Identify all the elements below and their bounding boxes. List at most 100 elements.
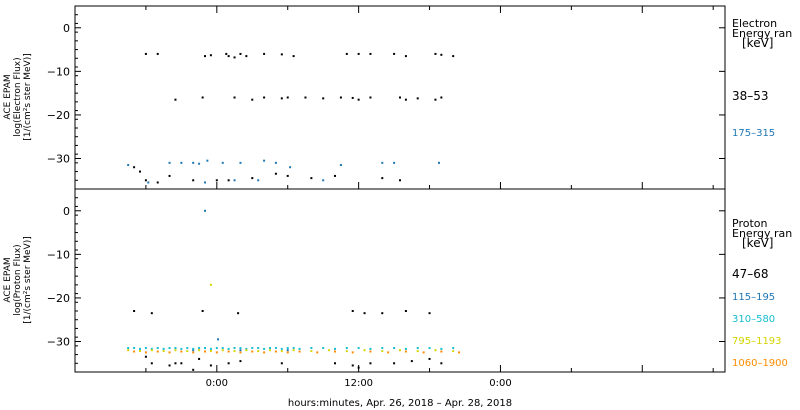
data-point bbox=[280, 97, 283, 100]
data-point bbox=[221, 161, 224, 164]
data-point bbox=[357, 52, 360, 55]
data-point bbox=[133, 310, 136, 312]
data-point bbox=[339, 96, 342, 99]
data-point bbox=[144, 347, 147, 350]
legend-title-line: Energy ran bbox=[732, 227, 792, 240]
data-point bbox=[286, 347, 289, 350]
data-point bbox=[345, 350, 348, 353]
data-point bbox=[162, 350, 165, 353]
data-point bbox=[345, 347, 348, 350]
data-point bbox=[322, 97, 325, 100]
data-point bbox=[144, 179, 147, 182]
data-point bbox=[357, 347, 360, 350]
data-point bbox=[292, 55, 295, 58]
electron-y-axis: 0 −10 −20 −30 bbox=[47, 5, 725, 190]
data-point bbox=[180, 347, 183, 350]
time-x-axis: 0:00 12:00 0:00 bbox=[145, 6, 714, 389]
data-point bbox=[156, 181, 159, 184]
data-point bbox=[156, 347, 159, 350]
data-point bbox=[316, 351, 319, 354]
data-point bbox=[239, 349, 242, 352]
legend-entry: 175–315 bbox=[732, 128, 775, 139]
data-point bbox=[280, 53, 283, 56]
data-point bbox=[410, 360, 413, 363]
data-point bbox=[399, 179, 401, 182]
proton-panel-frame bbox=[74, 188, 726, 373]
data-point bbox=[227, 55, 230, 58]
data-point bbox=[144, 351, 147, 354]
data-point bbox=[251, 98, 254, 101]
data-point bbox=[139, 350, 141, 353]
electron-data-points bbox=[127, 52, 455, 184]
data-point bbox=[351, 96, 354, 99]
data-point bbox=[404, 310, 407, 312]
data-point bbox=[150, 312, 153, 315]
data-point bbox=[251, 347, 254, 350]
data-point bbox=[168, 351, 171, 354]
data-point bbox=[369, 362, 372, 365]
y-axis-label-line: [1/(cm²s ster MeV)] bbox=[23, 53, 33, 140]
data-point bbox=[192, 368, 195, 371]
data-point bbox=[251, 177, 254, 180]
legend-entry: 795–1193 bbox=[732, 336, 782, 347]
data-point bbox=[139, 347, 141, 350]
data-point bbox=[245, 347, 248, 350]
data-point bbox=[357, 98, 360, 101]
data-point bbox=[209, 364, 212, 367]
data-point bbox=[393, 52, 396, 55]
data-point bbox=[127, 164, 130, 167]
data-point bbox=[201, 310, 204, 312]
data-point bbox=[292, 347, 295, 350]
data-point bbox=[198, 162, 201, 165]
data-point bbox=[286, 96, 289, 99]
data-point bbox=[227, 347, 230, 350]
data-point bbox=[150, 362, 153, 365]
data-point bbox=[233, 347, 236, 350]
data-point bbox=[180, 350, 183, 353]
data-point bbox=[310, 347, 313, 350]
data-point bbox=[192, 347, 195, 350]
data-point bbox=[204, 347, 206, 350]
data-point bbox=[440, 96, 443, 99]
data-point bbox=[150, 347, 153, 350]
legend-entry: 38–53 bbox=[732, 89, 769, 103]
data-point bbox=[239, 161, 242, 164]
data-point bbox=[133, 347, 136, 350]
data-point bbox=[322, 347, 325, 350]
data-point bbox=[274, 350, 277, 353]
data-point bbox=[127, 349, 130, 352]
data-point bbox=[133, 166, 136, 169]
data-point bbox=[322, 179, 325, 182]
data-point bbox=[369, 52, 372, 55]
data-point bbox=[393, 161, 396, 164]
data-point bbox=[174, 349, 177, 352]
data-point bbox=[198, 347, 201, 350]
y-tick-label: −30 bbox=[47, 153, 70, 166]
data-point bbox=[168, 174, 171, 177]
data-point bbox=[351, 364, 354, 367]
data-point bbox=[156, 350, 159, 353]
y-tick-label: −10 bbox=[47, 65, 70, 78]
data-point bbox=[345, 52, 348, 55]
legend-title-line: Electron bbox=[732, 17, 777, 30]
legend-title-line: Proton bbox=[732, 217, 767, 230]
data-point bbox=[251, 350, 254, 353]
data-point bbox=[221, 349, 224, 352]
data-point bbox=[428, 347, 431, 350]
data-point bbox=[399, 349, 401, 352]
legend-entry: 310–580 bbox=[732, 314, 775, 325]
x-tick-label: 0:00 bbox=[489, 378, 511, 389]
data-point bbox=[393, 347, 396, 350]
data-point bbox=[162, 347, 165, 350]
y-tick-label: 0 bbox=[63, 22, 70, 35]
data-point bbox=[204, 181, 206, 184]
data-point bbox=[304, 96, 307, 99]
data-point bbox=[381, 161, 384, 164]
y-axis-label-line: ACE EPAM bbox=[3, 74, 13, 119]
data-point bbox=[147, 181, 150, 184]
data-point bbox=[221, 347, 224, 350]
legend-entry: 1060–1900 bbox=[732, 358, 788, 369]
data-point bbox=[127, 347, 130, 350]
data-point bbox=[168, 364, 171, 367]
